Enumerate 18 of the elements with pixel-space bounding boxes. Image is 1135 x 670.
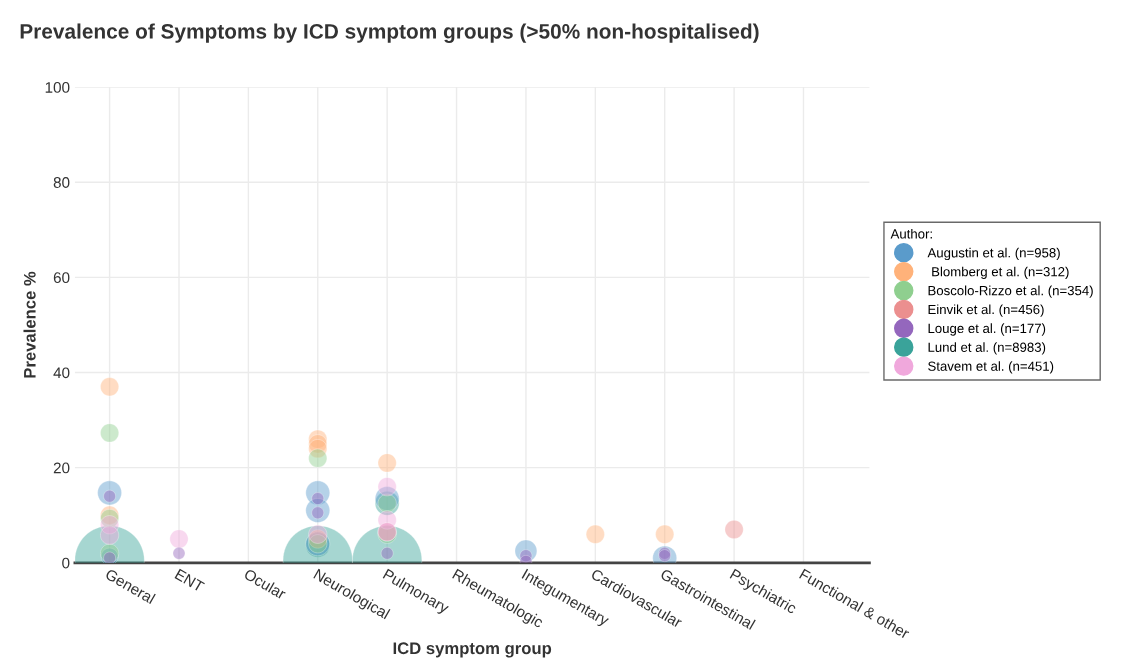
chart-title: Prevalence of Symptoms by ICD symptom groups (>50% non-hospitalised) (20, 23, 759, 43)
y-axis-title: Prevalence % (23, 271, 36, 378)
legend-label: Lund et al. (n=8983) (928, 342, 1046, 355)
legend-label: Stavem et al. (n=451) (928, 361, 1054, 374)
x-tick-label: ENT (174, 568, 205, 593)
y-tick-label: 0 (62, 557, 70, 569)
legend-title: Author: (890, 228, 932, 239)
legend-label: Boscolo-Rizzo et al. (n=354) (928, 285, 1093, 298)
legend-label: Augustin et al. (n=958) (927, 247, 1060, 261)
y-tick-label: 20 (53, 462, 70, 474)
y-tick-label: 100 (45, 81, 70, 93)
legend-label: Blomberg et al. (n=312) (932, 266, 1069, 279)
y-tick-label: 40 (53, 367, 70, 379)
y-tick-label: 80 (53, 177, 70, 188)
y-tick-label: 60 (53, 272, 70, 284)
legend-label: Einvik et al. (n=456) (928, 304, 1044, 317)
x-axis-title: ICD symptom group (393, 642, 552, 658)
legend-label: Louge et al. (n=177) (928, 323, 1046, 336)
